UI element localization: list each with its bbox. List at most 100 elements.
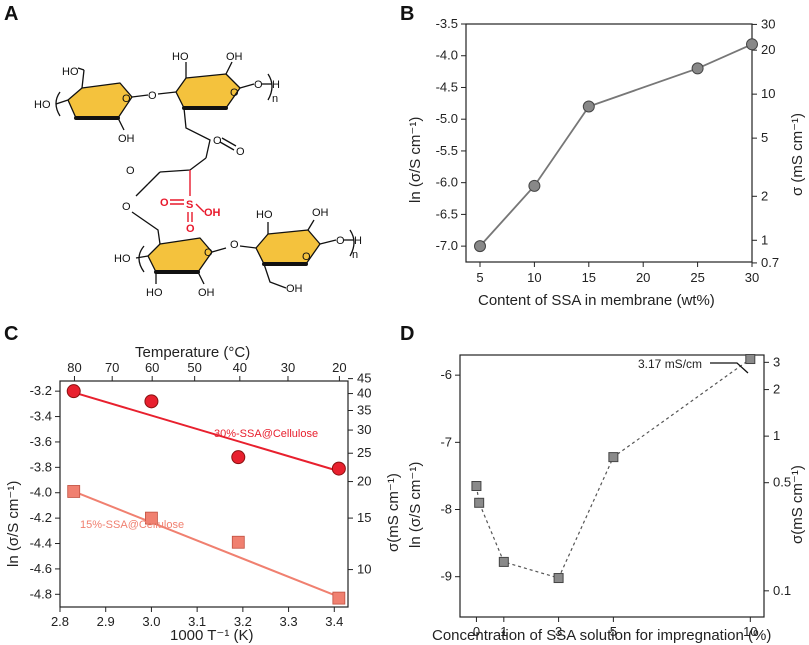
chart-b-ytick-label: -7.0 [436, 238, 458, 253]
panel-letter-b: B [400, 3, 414, 25]
label-oh-5: OH [286, 283, 303, 295]
chart-b-ytick-label: -4.5 [436, 79, 458, 94]
label-bridge-o-3: O [230, 239, 239, 251]
label-carbonyl-o-2: O [126, 165, 135, 177]
chart-b-right-tick-label: 5 [761, 130, 768, 145]
chart-b-right-tick-label: 20 [761, 42, 775, 57]
chart-c-xtick-label: 3.4 [325, 614, 343, 629]
label-bridge-o-2: O [254, 79, 263, 91]
chemical-structure: HO HO OH O O HO OH O O H n O O O O S O [34, 51, 362, 299]
chart-c-top-tick-label: 60 [145, 360, 159, 375]
chart-b: 5 10 15 20 25 30-3.5-4.0-4.5-5.0-5.5-6.0-6.5-… [407, 16, 806, 309]
panel-letter-c: C [4, 323, 18, 345]
chart-b-right-tick-label: 30 [761, 16, 775, 31]
label-ho-1: HO [62, 66, 79, 78]
chart-c-top-tick-label: 30 [281, 360, 295, 375]
chart-c-frame [59, 380, 349, 608]
label-ring-o-3: O [204, 247, 213, 259]
label-sulfonic-oh: OH [204, 207, 221, 219]
chart-c-ytick-label: -4.2 [30, 510, 52, 525]
chart-d-annotation: 3.17 mS/cm [638, 357, 702, 371]
label-ring-o-2: O [230, 87, 239, 99]
chart-c-point-15pct [67, 485, 81, 498]
chart-c-ytick-label: -4.6 [30, 561, 52, 576]
chart-c-fit-30pct [73, 391, 340, 473]
chart-d-ytick-label: -8 [440, 502, 452, 517]
chart-b-point [746, 38, 758, 51]
label-oh-2: OH [226, 51, 243, 63]
chart-d-xlabel: Concentration of SSA solution for impreg… [432, 627, 771, 644]
chart-b-right-tick-label: 0.7 [761, 255, 779, 270]
chart-c-point-30pct [331, 461, 346, 476]
chart-b-ylabel: ln (σ/S cm⁻¹) [407, 117, 424, 203]
chart-c-fit-15pct [73, 490, 340, 598]
chart-c-right-tick-label: 35 [357, 403, 371, 418]
chart-c-right-tick-label: 30 [357, 422, 371, 437]
chart-d-right-tick-label: 3 [773, 354, 780, 369]
chart-d-ylabel: ln (σ/S cm⁻¹) [407, 462, 424, 548]
chart-c-ytick-label: -3.8 [30, 459, 52, 474]
chart-b-right-tick-label: 2 [761, 188, 768, 203]
chart-d-annotation-leader [710, 362, 749, 374]
chart-b-right-tick-label: 10 [761, 86, 775, 101]
chart-c: 2.8 2.9 3.0 3.1 3.2 3.3 3.4 80 70 60 50 40 30 20 -3.2 -… [5, 344, 402, 644]
chart-b-ytick-label: -6.0 [436, 175, 458, 190]
chart-c-ytick-label: -3.6 [30, 434, 52, 449]
chart-b-xlabel: Content of SSA in membrane (wt%) [478, 292, 715, 309]
chart-d-xtick-label: 5 [610, 624, 617, 639]
chart-b-xtick-label: 5 [476, 270, 483, 285]
chart-d: 0 1 3 5 10 -6 -7 -8 -9 3 2 1 0.5 0.1 3.17 mS/cm Conce… [407, 354, 806, 644]
chart-c-top-tick-label: 80 [67, 360, 81, 375]
chart-d-right-tick-label: 0.1 [773, 583, 791, 598]
chart-c-xlabel: 1000 T⁻¹ (K) [170, 627, 254, 644]
chart-c-point-30pct [66, 384, 81, 399]
chart-c-top-tick-label: 40 [233, 360, 247, 375]
chart-b-point [691, 62, 704, 75]
chart-c-top-label: Temperature (°C) [135, 344, 250, 361]
label-h-2: H [354, 235, 362, 247]
chart-b-point [474, 240, 486, 253]
chart-b-right-tick-label: 1 [761, 232, 768, 247]
chart-b-ytick-label: -4.0 [436, 48, 458, 63]
label-n-1: n [272, 93, 278, 105]
chart-d-point [498, 556, 509, 567]
chart-c-point-30pct [231, 450, 246, 465]
chart-c-ytick-label: -4.0 [30, 485, 52, 500]
chart-c-right-tick-label: 40 [357, 386, 371, 401]
chart-b-xtick-label: 30 [745, 270, 759, 285]
label-ring-o-1: O [122, 93, 131, 105]
chart-b-frame [465, 23, 753, 263]
chart-c-right-tick-label: 25 [357, 445, 371, 460]
label-ho-2: HO [34, 99, 51, 111]
chart-c-legend-30pct: 30%-SSA@Cellulose [214, 428, 318, 440]
label-ring-o-4: O [302, 251, 311, 263]
label-sulfur: S [186, 199, 193, 211]
chart-c-ytick-label: -3.2 [30, 383, 52, 398]
label-ester-o-2: O [122, 201, 131, 213]
chart-c-xtick-label: 3.2 [234, 614, 252, 629]
chart-d-point [745, 354, 756, 365]
chart-d-xtick-label: 3 [555, 624, 562, 639]
glucose-ring-3 [147, 237, 213, 273]
label-sulfonyl-o-1: O [160, 197, 169, 209]
chart-b-point [528, 179, 541, 192]
chart-c-right-tick-label: 15 [357, 510, 371, 525]
chart-c-point-30pct [144, 394, 159, 409]
chart-c-xtick-label: 2.9 [97, 614, 115, 629]
label-ester-o-1: O [213, 135, 222, 147]
chart-c-ytick-label: -4.8 [30, 586, 52, 601]
chart-d-right-tick-label: 2 [773, 382, 780, 397]
chart-b-ytick-label: -3.5 [436, 16, 458, 31]
chart-b-xtick-label: 25 [690, 270, 704, 285]
label-oh-4: OH [312, 207, 329, 219]
chart-b-ylabel-right: σ (mS cm⁻¹) [789, 113, 806, 196]
label-oh-1: OH [118, 133, 135, 145]
chart-c-top-tick-label: 20 [332, 360, 346, 375]
chart-c-xtick-label: 3.0 [142, 614, 160, 629]
chart-d-point [471, 481, 482, 491]
chart-d-xtick-label: 1 [500, 624, 507, 639]
chart-b-ytick-label: -5.0 [436, 111, 458, 126]
chart-d-point [474, 497, 485, 508]
chart-c-xtick-label: 3.1 [188, 614, 206, 629]
chart-c-ytick-label: -3.4 [30, 409, 52, 424]
